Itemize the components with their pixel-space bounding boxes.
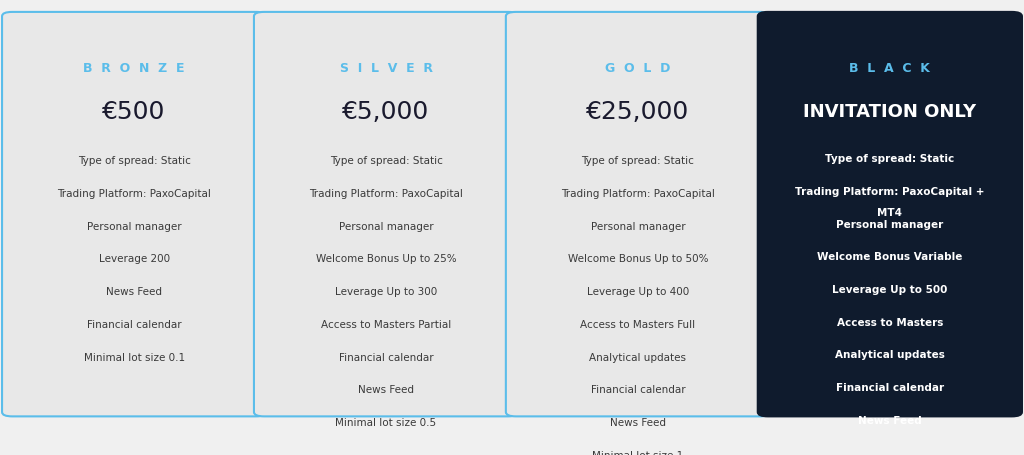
Text: Type of spread: Static: Type of spread: Static (825, 154, 954, 164)
Text: Leverage Up to 500: Leverage Up to 500 (833, 284, 947, 294)
Text: S  I  L  V  E  R: S I L V E R (340, 62, 432, 75)
Text: Access to Masters Partial: Access to Masters Partial (321, 319, 452, 329)
Text: Personal manager: Personal manager (339, 221, 433, 231)
Text: Type of spread: Static: Type of spread: Static (78, 156, 190, 166)
Text: Trading Platform: PaxoCapital +: Trading Platform: PaxoCapital + (795, 187, 985, 197)
Text: Welcome Bonus Variable: Welcome Bonus Variable (817, 252, 963, 262)
Text: Minimal lot size 0.1: Minimal lot size 0.1 (84, 352, 184, 362)
FancyBboxPatch shape (506, 13, 770, 416)
Text: Personal manager: Personal manager (87, 221, 181, 231)
Text: €500: €500 (102, 100, 166, 124)
Text: Access to Masters Full: Access to Masters Full (581, 319, 695, 329)
Text: Financial calendar: Financial calendar (339, 352, 433, 362)
Text: Leverage Up to 300: Leverage Up to 300 (335, 287, 437, 297)
Text: Leverage 200: Leverage 200 (98, 254, 170, 264)
Text: Financial calendar: Financial calendar (87, 319, 181, 329)
Text: G  O  L  D: G O L D (605, 62, 671, 75)
Text: Personal manager: Personal manager (591, 221, 685, 231)
Text: MT4: MT4 (878, 207, 902, 217)
Text: Trading Platform: PaxoCapital: Trading Platform: PaxoCapital (57, 189, 211, 199)
FancyBboxPatch shape (758, 13, 1022, 416)
Text: Minimal lot size 1: Minimal lot size 1 (592, 450, 684, 455)
Text: News Feed: News Feed (858, 415, 922, 425)
Text: Trading Platform: PaxoCapital: Trading Platform: PaxoCapital (561, 189, 715, 199)
Text: Analytical updates: Analytical updates (590, 352, 686, 362)
Text: €25,000: €25,000 (587, 100, 689, 124)
FancyBboxPatch shape (2, 13, 266, 416)
Text: News Feed: News Feed (610, 417, 666, 427)
Text: Leverage Up to 400: Leverage Up to 400 (587, 287, 689, 297)
Text: Analytical updates: Analytical updates (835, 349, 945, 359)
Text: Welcome Bonus Up to 50%: Welcome Bonus Up to 50% (567, 254, 709, 264)
Text: Minimal lot size 0.5: Minimal lot size 0.5 (336, 417, 436, 427)
Text: Type of spread: Static: Type of spread: Static (330, 156, 442, 166)
Text: Type of spread: Static: Type of spread: Static (582, 156, 694, 166)
FancyBboxPatch shape (254, 13, 518, 416)
Text: €5,000: €5,000 (342, 100, 430, 124)
Text: News Feed: News Feed (106, 287, 162, 297)
Text: Financial calendar: Financial calendar (836, 382, 944, 392)
Text: Personal manager: Personal manager (837, 219, 943, 229)
Text: Trading Platform: PaxoCapital: Trading Platform: PaxoCapital (309, 189, 463, 199)
Text: B  L  A  C  K: B L A C K (850, 62, 930, 75)
Text: B  R  O  N  Z  E: B R O N Z E (83, 62, 185, 75)
Text: Welcome Bonus Up to 25%: Welcome Bonus Up to 25% (315, 254, 457, 264)
Text: Financial calendar: Financial calendar (591, 384, 685, 394)
Text: News Feed: News Feed (358, 384, 414, 394)
Text: Access to Masters: Access to Masters (837, 317, 943, 327)
Text: INVITATION ONLY: INVITATION ONLY (803, 103, 977, 121)
